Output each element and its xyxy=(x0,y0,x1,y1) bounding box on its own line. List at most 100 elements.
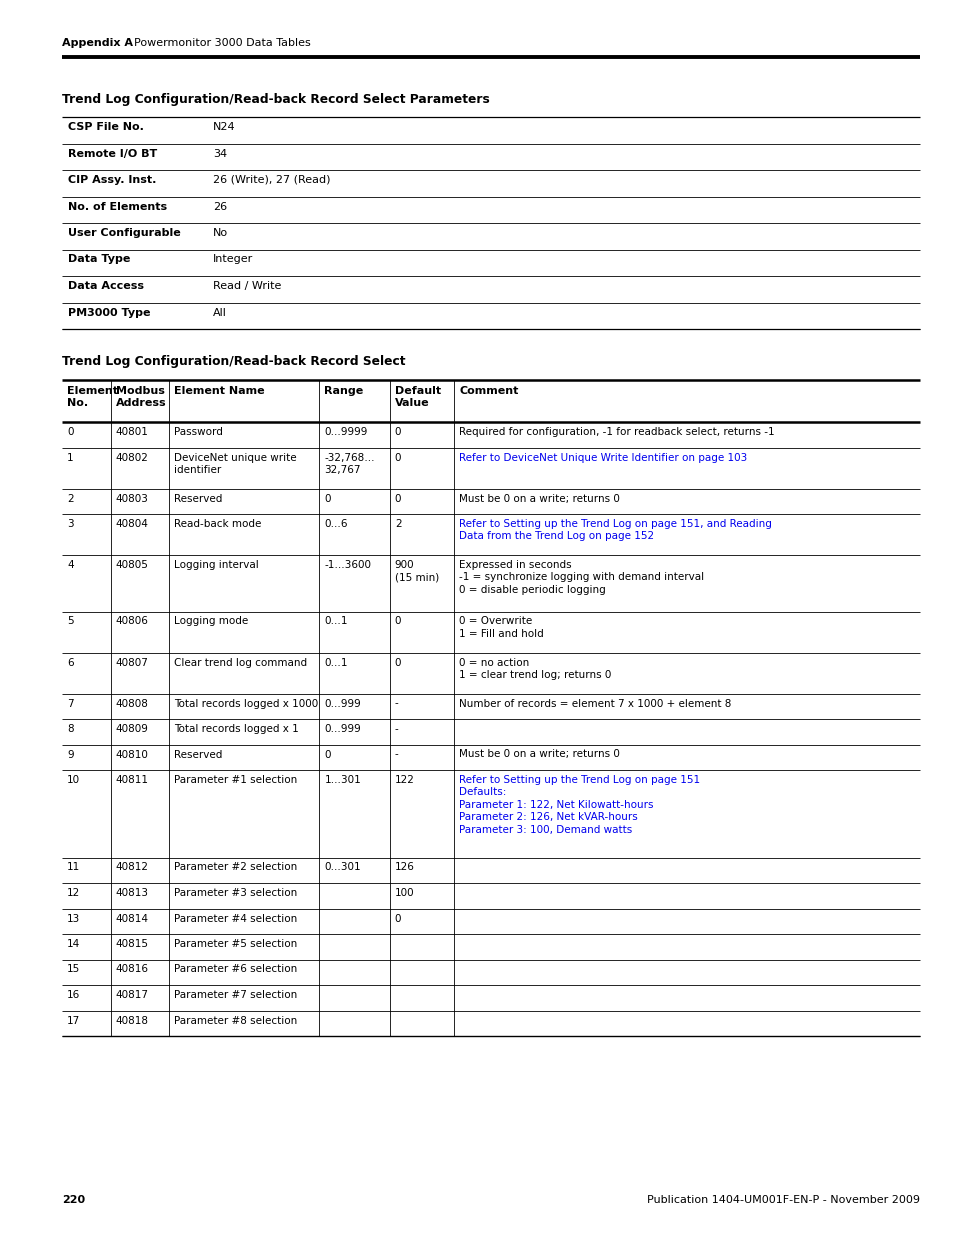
Text: 10: 10 xyxy=(67,776,80,785)
Text: Password: Password xyxy=(174,427,223,437)
Text: 40801: 40801 xyxy=(115,427,149,437)
Text: 40807: 40807 xyxy=(115,657,149,667)
Text: Read / Write: Read / Write xyxy=(213,282,281,291)
Text: Trend Log Configuration/Read-back Record Select Parameters: Trend Log Configuration/Read-back Record… xyxy=(62,93,489,106)
Text: Parameter #8 selection: Parameter #8 selection xyxy=(174,1015,297,1025)
Text: Parameter #5 selection: Parameter #5 selection xyxy=(174,939,297,948)
Text: Powermonitor 3000 Data Tables: Powermonitor 3000 Data Tables xyxy=(133,38,311,48)
Text: Remote I/O BT: Remote I/O BT xyxy=(68,148,157,158)
Text: 40805: 40805 xyxy=(115,559,149,571)
Text: -: - xyxy=(395,699,398,709)
Text: 40809: 40809 xyxy=(115,724,149,734)
Text: 0…9999: 0…9999 xyxy=(324,427,368,437)
Text: Element
No.: Element No. xyxy=(67,387,118,408)
Text: CIP Assy. Inst.: CIP Assy. Inst. xyxy=(68,175,156,185)
Text: 40810: 40810 xyxy=(115,750,149,760)
Text: All: All xyxy=(213,308,227,317)
Text: 34: 34 xyxy=(213,148,227,158)
Text: Parameter #7 selection: Parameter #7 selection xyxy=(174,990,297,1000)
Text: 3: 3 xyxy=(67,519,73,529)
Text: Parameter #2 selection: Parameter #2 selection xyxy=(174,862,297,872)
Text: 4: 4 xyxy=(67,559,73,571)
Text: 2: 2 xyxy=(67,494,73,504)
Text: 0: 0 xyxy=(324,750,331,760)
Text: Modbus
Address: Modbus Address xyxy=(115,387,167,408)
Text: 0: 0 xyxy=(67,427,73,437)
Text: Must be 0 on a write; returns 0: Must be 0 on a write; returns 0 xyxy=(458,750,619,760)
Text: No. of Elements: No. of Elements xyxy=(68,201,167,211)
Text: Logging interval: Logging interval xyxy=(174,559,258,571)
Text: 100: 100 xyxy=(395,888,414,898)
Text: 0…6: 0…6 xyxy=(324,519,348,529)
Text: N24: N24 xyxy=(213,122,235,132)
Text: User Configurable: User Configurable xyxy=(68,228,180,238)
Text: 122: 122 xyxy=(395,776,415,785)
Text: 900
(15 min): 900 (15 min) xyxy=(395,559,438,583)
Text: 0: 0 xyxy=(324,494,331,504)
Text: Logging mode: Logging mode xyxy=(174,616,248,626)
Text: 0…999: 0…999 xyxy=(324,699,361,709)
Text: 40814: 40814 xyxy=(115,914,149,924)
Text: Refer to Setting up the Trend Log on page 151
Defaults:
Parameter 1: 122, Net Ki: Refer to Setting up the Trend Log on pag… xyxy=(458,776,700,835)
Text: 40817: 40817 xyxy=(115,990,149,1000)
Text: 40808: 40808 xyxy=(115,699,149,709)
Text: Reserved: Reserved xyxy=(174,494,222,504)
Text: Required for configuration, -1 for readback select, returns -1: Required for configuration, -1 for readb… xyxy=(458,427,774,437)
Text: 17: 17 xyxy=(67,1015,80,1025)
Text: 13: 13 xyxy=(67,914,80,924)
Text: 1: 1 xyxy=(67,452,73,462)
Text: 40806: 40806 xyxy=(115,616,149,626)
Text: 0…1: 0…1 xyxy=(324,657,348,667)
Text: 126: 126 xyxy=(395,862,415,872)
Text: CSP File No.: CSP File No. xyxy=(68,122,144,132)
Text: PM3000 Type: PM3000 Type xyxy=(68,308,151,317)
Text: 6: 6 xyxy=(67,657,73,667)
Text: Total records logged x 1: Total records logged x 1 xyxy=(174,724,298,734)
Text: 40812: 40812 xyxy=(115,862,149,872)
Text: 0 = no action
1 = clear trend log; returns 0: 0 = no action 1 = clear trend log; retur… xyxy=(458,657,611,680)
Text: Parameter #4 selection: Parameter #4 selection xyxy=(174,914,297,924)
Text: 0: 0 xyxy=(395,427,401,437)
Text: Publication 1404-UM001F-EN-P - November 2009: Publication 1404-UM001F-EN-P - November … xyxy=(646,1195,919,1205)
Text: -1…3600: -1…3600 xyxy=(324,559,371,571)
Text: Element Name: Element Name xyxy=(174,387,265,396)
Text: 1…301: 1…301 xyxy=(324,776,361,785)
Text: 40811: 40811 xyxy=(115,776,149,785)
Text: 40818: 40818 xyxy=(115,1015,149,1025)
Text: 220: 220 xyxy=(62,1195,85,1205)
Text: 40803: 40803 xyxy=(115,494,149,504)
Text: 26: 26 xyxy=(213,201,227,211)
Text: Parameter #6 selection: Parameter #6 selection xyxy=(174,965,297,974)
Text: 0: 0 xyxy=(395,657,401,667)
Text: 0…999: 0…999 xyxy=(324,724,361,734)
Text: 9: 9 xyxy=(67,750,73,760)
Text: Data Access: Data Access xyxy=(68,282,144,291)
Text: 11: 11 xyxy=(67,862,80,872)
Text: 0: 0 xyxy=(395,914,401,924)
Text: Range: Range xyxy=(324,387,363,396)
Text: Total records logged x 1000: Total records logged x 1000 xyxy=(174,699,318,709)
Text: 26 (Write), 27 (Read): 26 (Write), 27 (Read) xyxy=(213,175,330,185)
Text: 5: 5 xyxy=(67,616,73,626)
Text: 40816: 40816 xyxy=(115,965,149,974)
Text: 0: 0 xyxy=(395,494,401,504)
Text: Data Type: Data Type xyxy=(68,254,131,264)
Text: -: - xyxy=(395,724,398,734)
Text: 0…1: 0…1 xyxy=(324,616,348,626)
Text: No: No xyxy=(213,228,228,238)
Text: 0: 0 xyxy=(395,616,401,626)
Text: 2: 2 xyxy=(395,519,401,529)
Text: 12: 12 xyxy=(67,888,80,898)
Text: 40804: 40804 xyxy=(115,519,149,529)
Text: Appendix A: Appendix A xyxy=(62,38,132,48)
Text: Integer: Integer xyxy=(213,254,253,264)
Text: Trend Log Configuration/Read-back Record Select: Trend Log Configuration/Read-back Record… xyxy=(62,354,405,368)
Text: 0…301: 0…301 xyxy=(324,862,360,872)
Text: 40815: 40815 xyxy=(115,939,149,948)
Text: 40802: 40802 xyxy=(115,452,149,462)
Text: 14: 14 xyxy=(67,939,80,948)
Text: Clear trend log command: Clear trend log command xyxy=(174,657,307,667)
Text: 40813: 40813 xyxy=(115,888,149,898)
Text: 7: 7 xyxy=(67,699,73,709)
Text: -32,768…
32,767: -32,768… 32,767 xyxy=(324,452,375,475)
